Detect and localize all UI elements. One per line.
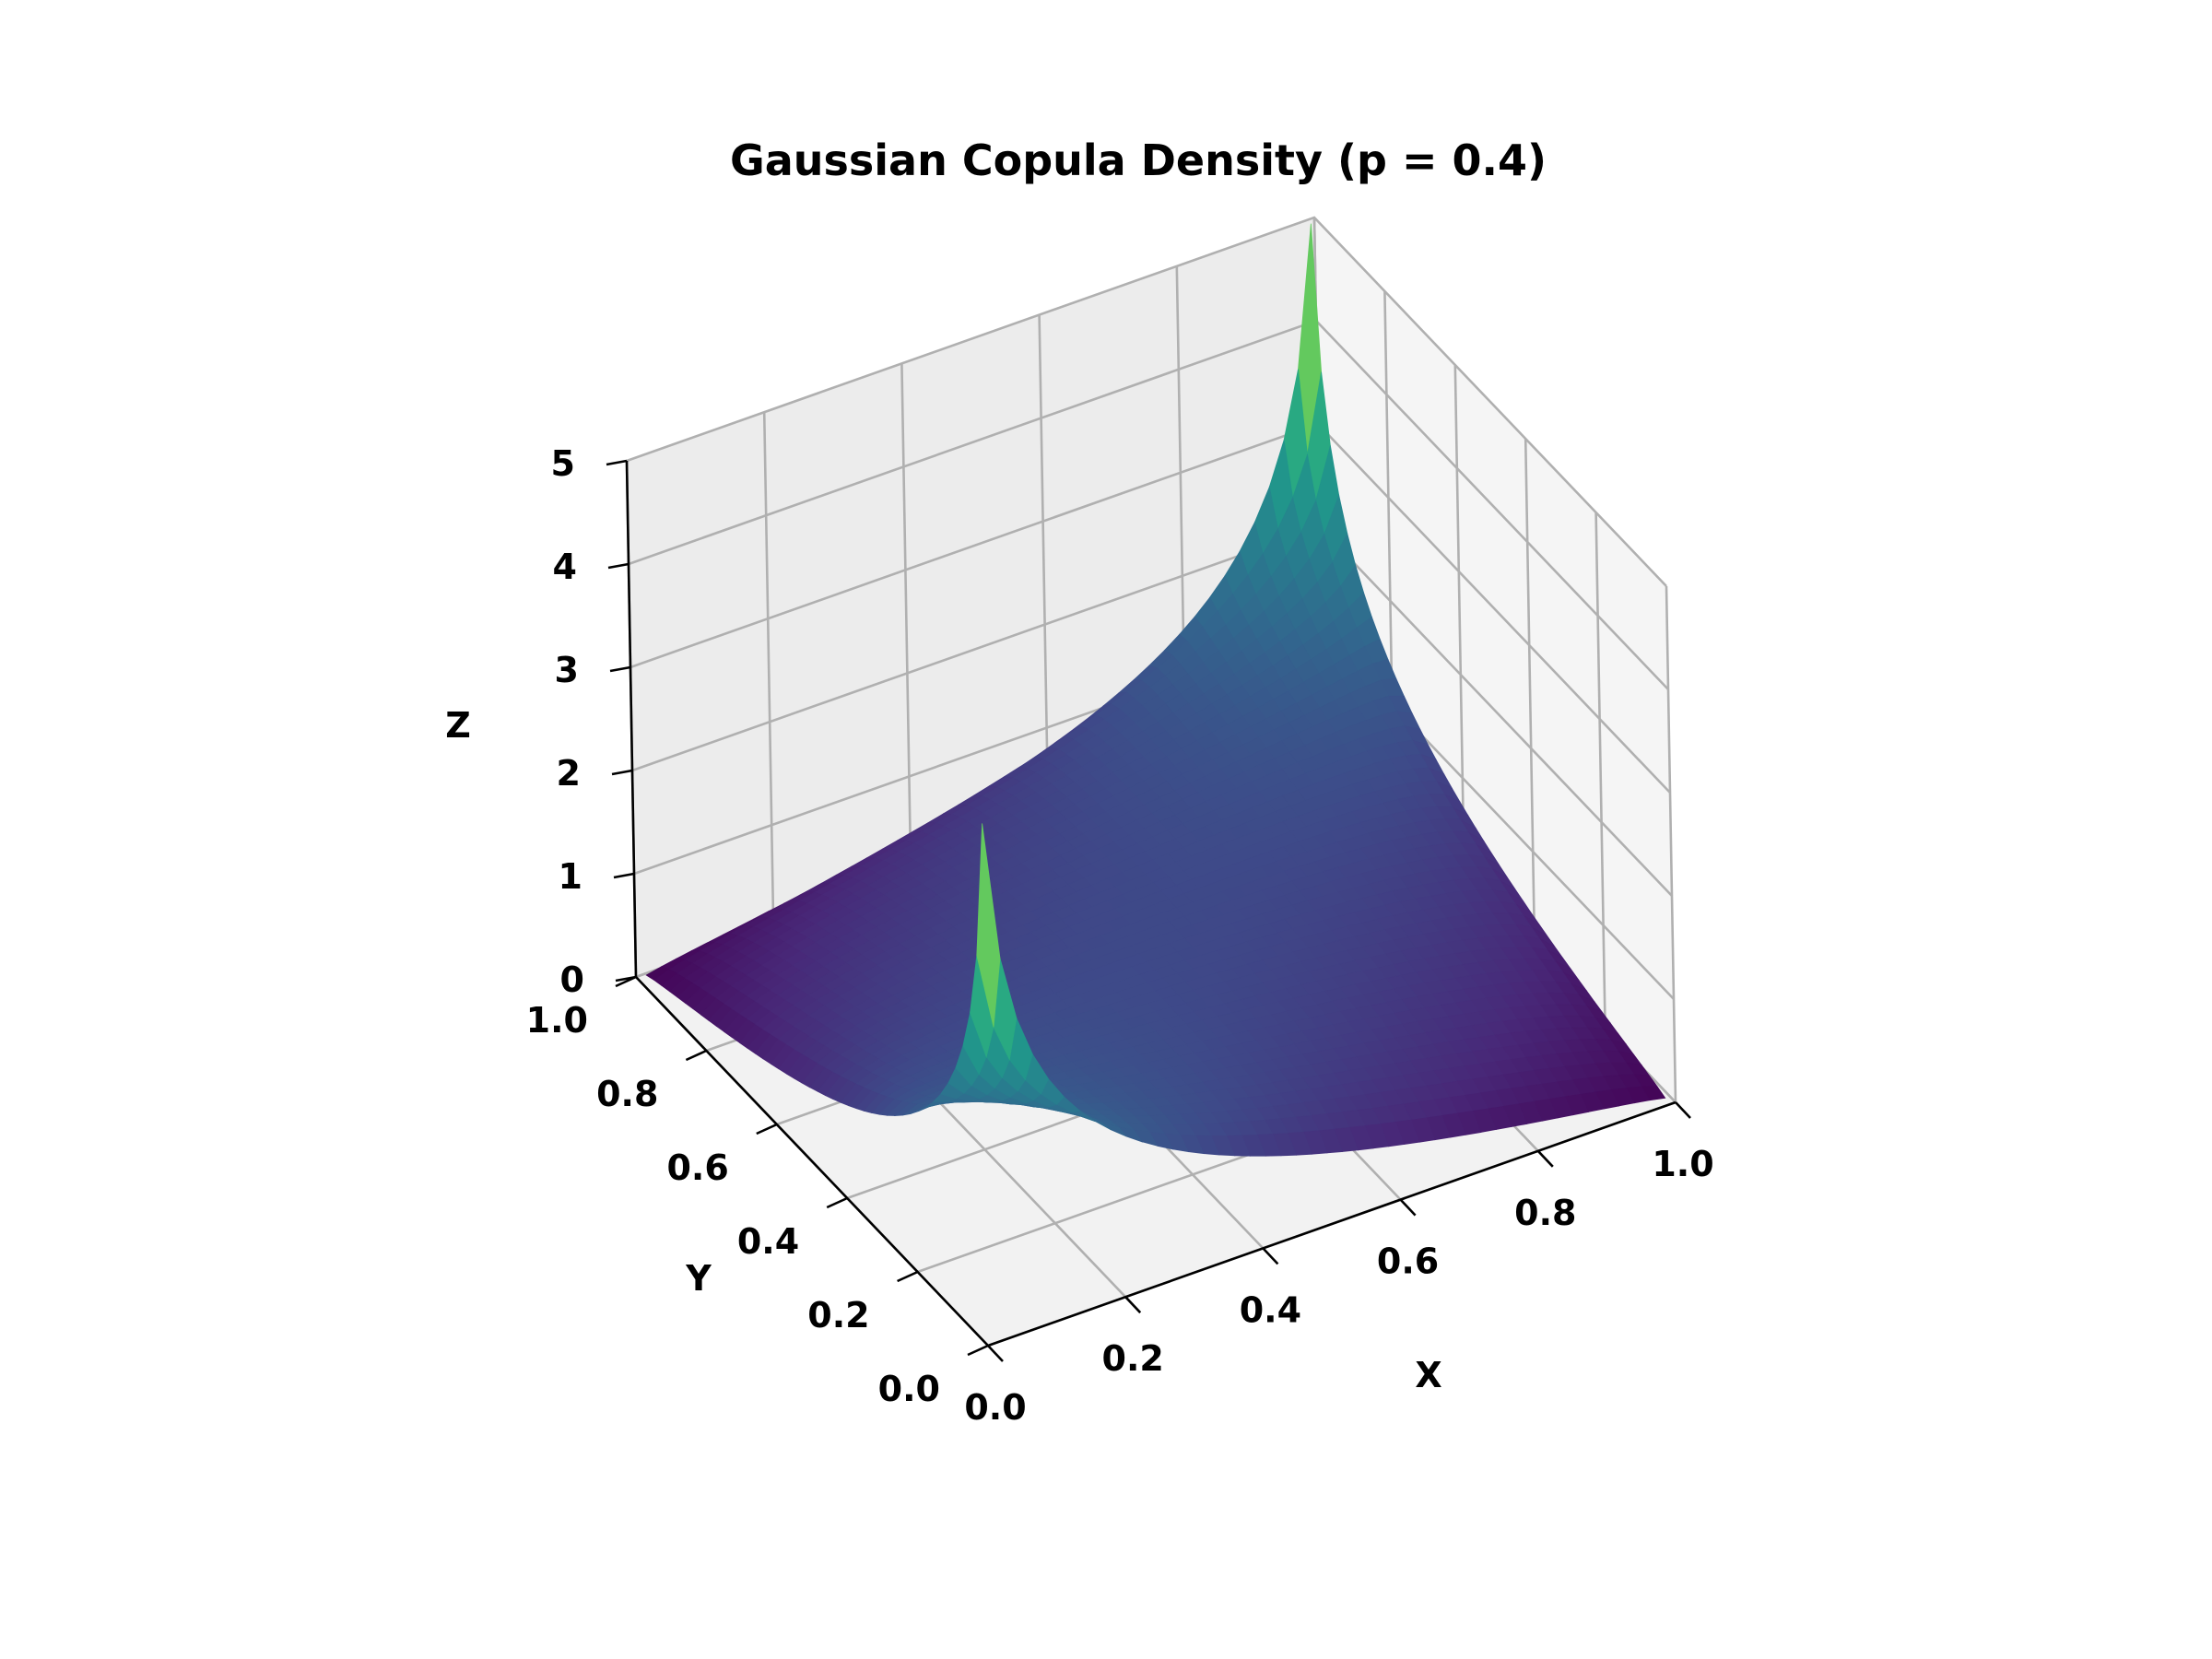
chart-title: Gaussian Copula Density (p = 0.4) — [730, 135, 1547, 185]
y-tick-label: 0.4 — [737, 1221, 799, 1262]
x-tick-mark — [987, 1345, 1004, 1362]
x-tick-label: 0.6 — [1377, 1241, 1439, 1282]
z-tick-mark — [607, 562, 629, 570]
x-tick-mark — [1262, 1247, 1279, 1265]
y-tick-label: 1.0 — [526, 1000, 588, 1041]
x-tick-mark — [1675, 1101, 1691, 1119]
x-tick-label: 1.0 — [1652, 1144, 1713, 1184]
x-tick-label: 0.4 — [1240, 1289, 1301, 1330]
z-axis-line — [625, 460, 638, 978]
y-tick-mark — [756, 1123, 778, 1135]
z-tick-label: 5 — [551, 443, 575, 484]
x-tick-label: 0.2 — [1102, 1338, 1164, 1379]
y-tick-label: 0.6 — [666, 1147, 728, 1188]
z-tick-mark — [609, 665, 631, 673]
surface-facet — [976, 823, 1001, 1028]
z-tick-label: 0 — [560, 959, 584, 1000]
axis-lines — [606, 459, 1691, 1362]
side-pane — [1314, 218, 1676, 1102]
y-tick-mark — [826, 1196, 848, 1209]
x-tick-label: 0.0 — [964, 1387, 1026, 1428]
y-tick-mark — [967, 1344, 989, 1357]
z-tick-label: 3 — [555, 650, 579, 690]
x-tick-label: 0.8 — [1514, 1193, 1576, 1233]
x-tick-mark — [1536, 1149, 1554, 1168]
y-tick-label: 0.2 — [807, 1295, 869, 1335]
z-axis-label: Z — [445, 705, 471, 746]
x-tick-mark — [1124, 1296, 1142, 1314]
y-axis-line — [635, 976, 989, 1347]
z-tick-label: 2 — [557, 753, 581, 794]
y-axis-label: Y — [685, 1258, 712, 1299]
x-axis-label: X — [1415, 1355, 1441, 1395]
y-tick-label: 0.8 — [596, 1074, 658, 1114]
x-axis-line — [987, 1100, 1677, 1347]
x-tick-mark — [1399, 1198, 1417, 1217]
y-tick-label: 0.0 — [878, 1369, 940, 1409]
grid-line-z — [626, 216, 1667, 587]
surface-plot — [645, 223, 1666, 1157]
z-tick-mark — [611, 769, 633, 776]
z-tick-mark — [615, 975, 637, 982]
y-tick-mark — [685, 1049, 707, 1062]
z-tick-mark — [613, 872, 635, 879]
z-tick-label: 1 — [559, 856, 582, 897]
z-tick-mark — [606, 459, 628, 466]
y-tick-mark — [897, 1270, 919, 1283]
z-tick-label: 4 — [553, 547, 577, 587]
tick-labels: 0.00.00.20.2 0.40.4 0.60.60.80.81.01.00123… — [526, 443, 1714, 1428]
